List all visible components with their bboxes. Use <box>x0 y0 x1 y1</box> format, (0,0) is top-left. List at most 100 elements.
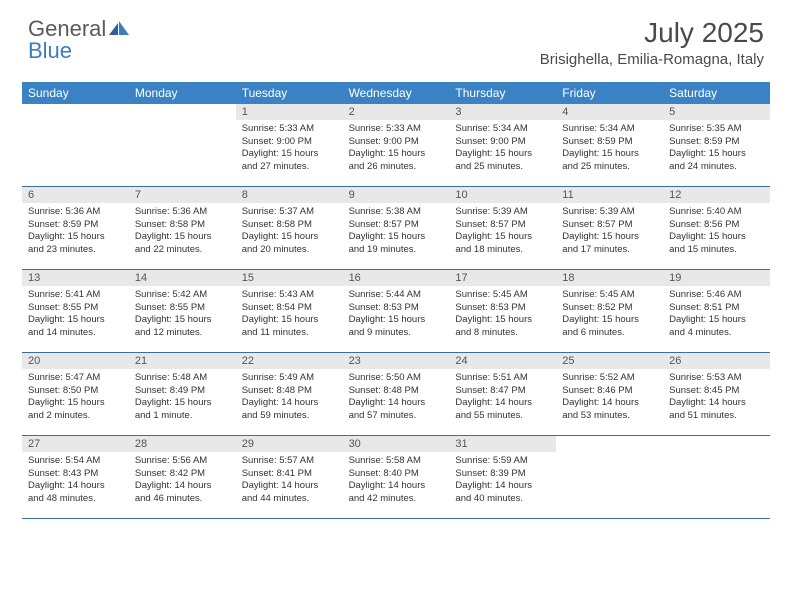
sunrise-text: Sunrise: 5:59 AM <box>455 455 550 468</box>
day-body: Sunrise: 5:57 AMSunset: 8:41 PMDaylight:… <box>236 452 343 510</box>
sunset-text: Sunset: 8:54 PM <box>242 302 337 315</box>
day-body: Sunrise: 5:41 AMSunset: 8:55 PMDaylight:… <box>22 286 129 344</box>
day-cell: 4Sunrise: 5:34 AMSunset: 8:59 PMDaylight… <box>556 104 663 186</box>
daylight-text: Daylight: 14 hours and 55 minutes. <box>455 397 550 423</box>
sunrise-text: Sunrise: 5:43 AM <box>242 289 337 302</box>
sunrise-text: Sunrise: 5:58 AM <box>349 455 444 468</box>
day-cell <box>663 436 770 518</box>
day-number: 8 <box>236 187 343 203</box>
week-row: 27 Sunrise: 5:54 AMSunset: 8:43 PM Dayligh… <box>22 436 770 519</box>
sunset-text: Sunset: 8:51 PM <box>669 302 764 315</box>
sunrise-text: Sunrise: 5:38 AM <box>349 206 444 219</box>
day-cell: 16Sunrise: 5:44 AMSunset: 8:53 PMDayligh… <box>343 270 450 352</box>
day-number: 6 <box>22 187 129 203</box>
daylight-text: Daylight: 15 hours and 1 minute. <box>135 397 230 423</box>
brand-sail-icon <box>109 21 129 35</box>
daylight-text: Daylight: 15 hours and 8 minutes. <box>455 314 550 340</box>
daylight-text: Daylight: 15 hours and 4 minutes. <box>669 314 764 340</box>
day-body: Sunrise: 5:34 AMSunset: 9:00 PMDaylight:… <box>449 120 556 178</box>
daylight-text: Daylight: 15 hours and 18 minutes. <box>455 231 550 257</box>
day-body: Sunrise: 5:47 AMSunset: 8:50 PMDaylight:… <box>22 369 129 427</box>
daylight-text: Daylight: 15 hours and 2 minutes. <box>28 397 123 423</box>
location-text: Brisighella, Emilia-Romagna, Italy <box>540 51 764 68</box>
sunset-text: Sunset: 8:55 PM <box>28 302 123 315</box>
day-body: Sunrise: 5:49 AMSunset: 8:48 PMDaylight:… <box>236 369 343 427</box>
sunrise-text: Sunrise: 5:34 AM <box>455 123 550 136</box>
sunrise-text: Sunrise: 5:48 AM <box>135 372 230 385</box>
day-cell: 31Sunrise: 5:59 AMSunset: 8:39 PMDayligh… <box>449 436 556 518</box>
day-number: 11 <box>556 187 663 203</box>
day-header: Monday <box>129 82 236 104</box>
day-body: Sunrise: 5:40 AMSunset: 8:56 PMDaylight:… <box>663 203 770 261</box>
sunrise-text: Sunrise: 5:49 AM <box>242 372 337 385</box>
day-number: 17 <box>449 270 556 286</box>
sunrise-text: Sunrise: 5:44 AM <box>349 289 444 302</box>
day-body: Sunrise: 5:50 AMSunset: 8:48 PMDaylight:… <box>343 369 450 427</box>
daylight-text: Daylight: 15 hours and 25 minutes. <box>455 148 550 174</box>
day-cell: 27Sunrise: 5:54 AMSunset: 8:43 PMDayligh… <box>22 436 129 518</box>
sunset-text: Sunset: 8:48 PM <box>349 385 444 398</box>
day-number: 10 <box>449 187 556 203</box>
daylight-text: Daylight: 15 hours and 9 minutes. <box>349 314 444 340</box>
day-cell: 9Sunrise: 5:38 AMSunset: 8:57 PMDaylight… <box>343 187 450 269</box>
day-body: Sunrise: 5:56 AMSunset: 8:42 PMDaylight:… <box>129 452 236 510</box>
week-row: 6 Sunrise: 5:36 AMSunset: 8:59 PM Daylight… <box>22 187 770 270</box>
day-number: 27 <box>22 436 129 452</box>
sunset-text: Sunset: 8:57 PM <box>349 219 444 232</box>
day-cell: 25Sunrise: 5:52 AMSunset: 8:46 PMDayligh… <box>556 353 663 435</box>
day-body: Sunrise: 5:36 AMSunset: 8:58 PMDaylight:… <box>129 203 236 261</box>
day-number: 26 <box>663 353 770 369</box>
week-row: 13Sunrise: 5:41 AMSunset: 8:55 PMDayligh… <box>22 270 770 353</box>
day-header: Saturday <box>663 82 770 104</box>
sunset-text: Sunset: 8:53 PM <box>349 302 444 315</box>
day-cell: 17Sunrise: 5:45 AMSunset: 8:53 PMDayligh… <box>449 270 556 352</box>
day-cell: 6Sunrise: 5:36 AMSunset: 8:59 PMDaylight… <box>22 187 129 269</box>
sunset-text: Sunset: 8:45 PM <box>669 385 764 398</box>
brand-logo: General Blue <box>28 18 129 62</box>
day-body: Sunrise: 5:46 AMSunset: 8:51 PMDaylight:… <box>663 286 770 344</box>
sunset-text: Sunset: 8:46 PM <box>562 385 657 398</box>
weeks-container: 1Sunrise: 5:33 AMSunset: 9:00 PMDaylight… <box>22 104 770 519</box>
sunset-text: Sunset: 8:58 PM <box>242 219 337 232</box>
day-cell: 1Sunrise: 5:33 AMSunset: 9:00 PMDaylight… <box>236 104 343 186</box>
sunrise-text: Sunrise: 5:34 AM <box>562 123 657 136</box>
day-cell: 29Sunrise: 5:57 AMSunset: 8:41 PMDayligh… <box>236 436 343 518</box>
day-cell <box>556 436 663 518</box>
sunrise-text: Sunrise: 5:51 AM <box>455 372 550 385</box>
daylight-text: Daylight: 15 hours and 6 minutes. <box>562 314 657 340</box>
daylight-text: Daylight: 15 hours and 17 minutes. <box>562 231 657 257</box>
sunrise-text: Sunrise: 5:36 AM <box>28 206 123 219</box>
day-body: Sunrise: 5:43 AMSunset: 8:54 PMDaylight:… <box>236 286 343 344</box>
daylight-text: Daylight: 15 hours and 26 minutes. <box>349 148 444 174</box>
day-body: Sunrise: 5:34 AMSunset: 8:59 PMDaylight:… <box>556 120 663 178</box>
sunrise-text: Sunrise: 5:54 AM <box>28 455 123 468</box>
day-number: 24 <box>449 353 556 369</box>
day-number: 12 <box>663 187 770 203</box>
sunset-text: Sunset: 8:43 PM <box>28 468 123 481</box>
daylight-text: Daylight: 14 hours and 42 minutes. <box>349 480 444 506</box>
day-header: Thursday <box>449 82 556 104</box>
day-body: Sunrise: 5:39 AMSunset: 8:57 PMDaylight:… <box>449 203 556 261</box>
day-number: 9 <box>343 187 450 203</box>
sunset-text: Sunset: 8:49 PM <box>135 385 230 398</box>
day-number: 28 <box>129 436 236 452</box>
day-number: 23 <box>343 353 450 369</box>
sunset-text: Sunset: 9:00 PM <box>455 136 550 149</box>
sunset-text: Sunset: 9:00 PM <box>242 136 337 149</box>
brand-part2: Blue <box>28 38 72 63</box>
month-title: July 2025 <box>540 18 764 49</box>
day-body: Sunrise: 5:51 AMSunset: 8:47 PMDaylight:… <box>449 369 556 427</box>
day-number: 20 <box>22 353 129 369</box>
day-cell: 12Sunrise: 5:40 AMSunset: 8:56 PMDayligh… <box>663 187 770 269</box>
day-body: Sunrise: 5:35 AMSunset: 8:59 PMDaylight:… <box>663 120 770 178</box>
week-row: 20Sunrise: 5:47 AMSunset: 8:50 PMDayligh… <box>22 353 770 436</box>
sunset-text: Sunset: 8:59 PM <box>28 219 123 232</box>
day-cell: 22Sunrise: 5:49 AMSunset: 8:48 PMDayligh… <box>236 353 343 435</box>
day-cell: 3Sunrise: 5:34 AMSunset: 9:00 PMDaylight… <box>449 104 556 186</box>
day-header: Sunday <box>22 82 129 104</box>
day-body: Sunrise: 5:33 AMSunset: 9:00 PMDaylight:… <box>343 120 450 178</box>
day-cell: 18Sunrise: 5:45 AMSunset: 8:52 PMDayligh… <box>556 270 663 352</box>
sunrise-text: Sunrise: 5:56 AM <box>135 455 230 468</box>
brand-text: General Blue <box>28 18 106 62</box>
day-header: Tuesday <box>236 82 343 104</box>
